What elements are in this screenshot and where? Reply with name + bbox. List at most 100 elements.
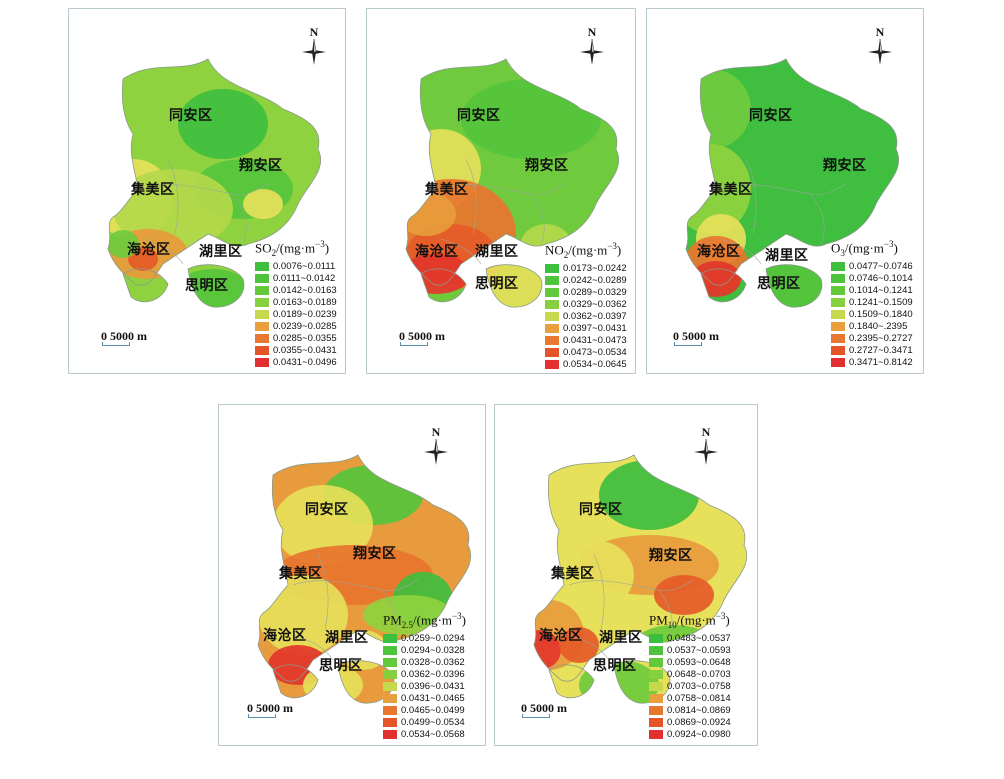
legend-item: 0.1241~0.1509 <box>831 297 923 309</box>
legend-item: 0.0396~0.0431 <box>383 681 485 693</box>
scale-bar-line <box>400 342 428 346</box>
concentration-zone <box>128 247 158 271</box>
legend-range-label: 0.1241~0.1509 <box>849 297 913 309</box>
legend-range-label: 0.0534~0.0645 <box>563 359 627 371</box>
map-panel-pm25: N 同安区 翔安区 集美区 海沧区 湖里区 思明区 0 5000 m PM2.5… <box>218 404 486 746</box>
legend-swatch <box>649 730 663 740</box>
legend-title-exponent: −3 <box>607 241 617 251</box>
legend-title-unit: /(mg·m <box>276 240 316 256</box>
legend-item: 0.0431~0.0496 <box>255 357 345 369</box>
legend-range-label: 0.0869~0.0924 <box>667 717 731 729</box>
legend-range-label: 0.0076~0.0111 <box>273 261 336 273</box>
legend-item: 0.0746~0.1014 <box>831 273 923 285</box>
legend-range-label: 0.0648~0.0703 <box>667 669 731 681</box>
legend-item: 0.0431~0.0473 <box>545 335 635 347</box>
legend-item: 0.2395~0.2727 <box>831 333 923 345</box>
concentration-zone <box>178 89 268 159</box>
district-boundaries <box>142 158 269 265</box>
legend-swatch <box>649 718 663 728</box>
coastline <box>405 58 620 308</box>
legend-range-label: 0.0473~0.0534 <box>563 347 627 359</box>
district-boundary <box>568 634 610 661</box>
legend: SO2/(mg·m−3) 0.0076~0.0111 0.0111~0.0142 0… <box>255 239 345 369</box>
legend-swatch <box>649 670 663 680</box>
district-label-haicang: 海沧区 <box>539 628 583 644</box>
map-panel-so2: N 同安区 翔安区 集美区 海沧区 湖里区 思明区 0 5000 m SO2/(… <box>68 8 346 374</box>
legend-title-exponent: −3 <box>315 239 325 249</box>
district-label-jimei: 集美区 <box>279 566 323 582</box>
scale-bar-line <box>674 342 702 346</box>
district-label-haicang: 海沧区 <box>697 244 741 260</box>
legend-item: 0.0648~0.0703 <box>649 669 757 681</box>
coastline <box>257 454 472 704</box>
legend-range-label: 0.1014~0.1241 <box>849 285 913 297</box>
legend-item: 0.0477~0.0746 <box>831 261 923 273</box>
legend-swatch <box>649 646 663 656</box>
legend-range-label: 0.0477~0.0746 <box>849 261 913 273</box>
legend-title-pollutant: PM <box>649 612 668 628</box>
legend-title-subscript: 10 <box>667 619 677 630</box>
legend-range-label: 0.0189~0.0239 <box>273 309 337 321</box>
legend-swatch <box>255 334 269 344</box>
legend-range-label: 0.0362~0.0396 <box>401 669 465 681</box>
legend-title: PM2.5/(mg·m−3) <box>383 611 485 630</box>
legend-swatch <box>649 706 663 716</box>
legend-swatch <box>831 274 845 284</box>
compass-icon <box>302 38 326 65</box>
district-boundary <box>720 183 847 195</box>
legend-swatch <box>255 298 269 308</box>
district-boundaries <box>440 158 567 265</box>
legend-range-label: 0.0173~0.0242 <box>563 263 627 275</box>
legend-item: 0.0483~0.0537 <box>649 633 757 645</box>
legend-item: 0.0814~0.0869 <box>649 705 757 717</box>
coastline <box>533 454 748 704</box>
legend-range-label: 0.0396~0.0431 <box>401 681 465 693</box>
legend-range-label: 0.0285~0.0355 <box>273 333 337 345</box>
compass-icon <box>580 38 604 65</box>
district-boundaries <box>720 158 847 265</box>
legend-range-label: 0.0499~0.0534 <box>401 717 465 729</box>
legend-range-label: 0.0703~0.0758 <box>667 681 731 693</box>
legend-item: 0.0289~0.0329 <box>545 287 635 299</box>
legend-item: 0.0397~0.0431 <box>545 323 635 335</box>
legend-range-label: 0.0362~0.0397 <box>563 311 627 323</box>
district-boundary <box>720 238 762 265</box>
district-boundary <box>292 634 334 661</box>
legend-item: 0.0537~0.0593 <box>649 645 757 657</box>
concentration-zone <box>554 540 634 610</box>
legend-range-label: 0.0431~0.0465 <box>401 693 465 705</box>
legend-swatch <box>831 346 845 356</box>
district-boundary <box>142 238 184 265</box>
legend-title: SO2/(mg·m−3) <box>255 239 345 258</box>
map-panel-no2: N 同安区 翔安区 集美区 海沧区 湖里区 思明区 0 5000 m NO2/(… <box>366 8 636 374</box>
legend-range-label: 0.0259~0.0294 <box>401 633 465 645</box>
district-label-siming: 思明区 <box>757 276 801 292</box>
legend-item: 0.0362~0.0396 <box>383 669 485 681</box>
legend-item: 0.0499~0.0534 <box>383 717 485 729</box>
legend-title-subscript: 2.5 <box>401 619 414 630</box>
concentration-zone <box>258 575 348 655</box>
legend-item: 0.0076~0.0111 <box>255 261 345 273</box>
district-boundary <box>142 183 269 195</box>
legend-swatch <box>831 310 845 320</box>
legend-swatch <box>383 634 397 644</box>
coastline <box>685 58 900 308</box>
concentration-zone <box>801 149 881 229</box>
legend-range-label: 0.0924~0.0980 <box>667 729 731 741</box>
scale-bar-line <box>248 714 276 718</box>
legend-range-label: 0.0289~0.0329 <box>563 287 627 299</box>
district-label-huli: 湖里区 <box>765 248 809 264</box>
legend-title-unit: /(mg·m <box>676 612 716 628</box>
heatmap-map <box>257 454 472 704</box>
legend-swatch <box>831 298 845 308</box>
legend-range-label: 0.0329~0.0362 <box>563 299 627 311</box>
district-label-tongan: 同安区 <box>457 108 501 124</box>
district-label-jimei: 集美区 <box>709 182 753 198</box>
legend-range-label: 0.0142~0.0163 <box>273 285 337 297</box>
legend-item: 0.0142~0.0163 <box>255 285 345 297</box>
legend-swatch <box>831 334 845 344</box>
legend-title-unit: /(mg·m <box>844 240 884 256</box>
concentration-zone <box>654 575 714 615</box>
district-label-jimei: 集美区 <box>425 182 469 198</box>
district-label-huli: 湖里区 <box>475 244 519 260</box>
